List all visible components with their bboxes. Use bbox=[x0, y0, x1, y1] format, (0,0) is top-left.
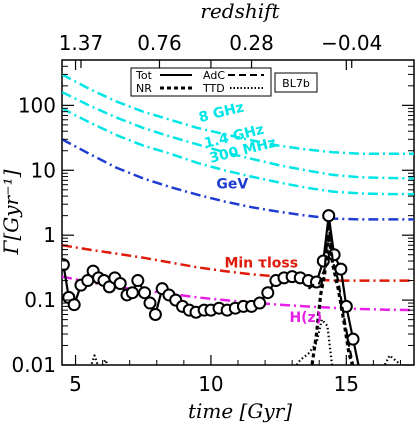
legend-box bbox=[130, 67, 272, 97]
tot-point bbox=[148, 307, 162, 321]
series-label-gev: GeV bbox=[216, 177, 248, 193]
y-tick-label: 10 bbox=[31, 158, 56, 182]
y-tick-label: 100 bbox=[18, 93, 56, 117]
top-tick-label: 0.28 bbox=[229, 31, 274, 55]
tot-point bbox=[67, 298, 81, 312]
tot-point bbox=[113, 277, 127, 291]
legend-label-adc: AdC bbox=[203, 69, 225, 82]
tot-point bbox=[62, 258, 70, 272]
tot-point bbox=[125, 286, 139, 300]
series-min-loss-line bbox=[62, 243, 414, 282]
tot-point bbox=[143, 296, 157, 310]
top-axis-title: redshift bbox=[200, 0, 280, 23]
x-tick-label: 15 bbox=[334, 372, 359, 396]
tot-point bbox=[131, 274, 145, 288]
x-tick-label: 10 bbox=[198, 372, 223, 396]
tot-point bbox=[346, 332, 360, 346]
series-8-ghz-line bbox=[62, 73, 414, 155]
x-axis-title: time [Gyr] bbox=[188, 399, 292, 423]
series-label-min-loss: Min τloss bbox=[224, 255, 298, 271]
series-nr-line bbox=[310, 233, 355, 365]
legend-tag-box bbox=[274, 72, 318, 93]
tot-point bbox=[261, 286, 275, 300]
tot-point bbox=[334, 262, 348, 276]
series-gev-line bbox=[62, 138, 414, 221]
series-ttd-line bbox=[90, 318, 402, 365]
series-label-8-ghz: 8 GHz bbox=[197, 99, 245, 126]
y-axis-title: Γ[Gyr⁻¹] bbox=[0, 169, 23, 255]
y-tick-label: 0.1 bbox=[24, 288, 56, 312]
top-tick-label: 0.76 bbox=[137, 31, 182, 55]
top-tick-label: −0.04 bbox=[321, 31, 382, 55]
legend-label-nr: NR bbox=[136, 82, 152, 95]
legend-tag: BL7b bbox=[282, 77, 310, 90]
legend: Tot AdC NR TTD BL7b bbox=[130, 67, 318, 97]
series-1-4-ghz-line bbox=[62, 90, 414, 180]
legend-label-ttd: TTD bbox=[202, 82, 225, 95]
legend-label-tot: Tot bbox=[135, 69, 153, 82]
tot-point bbox=[322, 209, 336, 223]
y-tick-label: 0.01 bbox=[11, 353, 56, 377]
tot-point bbox=[138, 286, 152, 300]
series-300-mhz-line bbox=[62, 107, 414, 196]
series-h-z-line bbox=[62, 275, 414, 312]
x-tick-label: 5 bbox=[69, 372, 82, 396]
top-tick-label: 1.37 bbox=[59, 31, 104, 55]
tot-point bbox=[253, 296, 267, 310]
y-tick-label: 1 bbox=[43, 223, 56, 247]
series-label-h-z: H(z) bbox=[289, 310, 322, 326]
